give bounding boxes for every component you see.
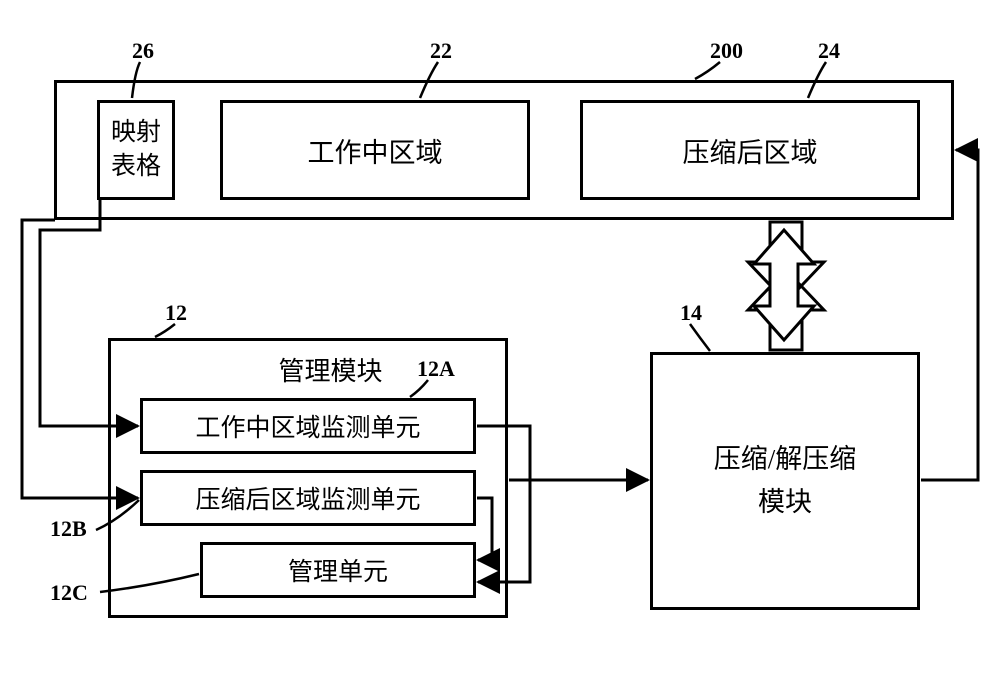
compressed-area-monitor-unit: 压缩后区域监测单元	[140, 470, 476, 526]
ref-14: 14	[680, 300, 702, 326]
ref-22: 22	[430, 38, 452, 64]
unit-c-label: 管理单元	[288, 552, 388, 588]
ref-24: 24	[818, 38, 840, 64]
ref-12: 12	[165, 300, 187, 326]
ref-12A: 12A	[417, 356, 455, 382]
ref-200: 200	[710, 38, 743, 64]
unit-a-label: 工作中区域监测单元	[195, 408, 420, 444]
cd-module-label: 压缩/解压缩 模块	[714, 438, 857, 524]
compress-decompress-module: 压缩/解压缩 模块	[650, 352, 920, 610]
ref-12B: 12B	[50, 516, 87, 542]
management-module-title: 管理模块	[233, 351, 382, 388]
compressed-area-box: 压缩后区域	[580, 100, 920, 200]
mapping-table-label: 映射 表格	[111, 116, 161, 184]
ref-26: 26	[132, 38, 154, 64]
working-area-label: 工作中区域	[308, 131, 443, 170]
compressed-area-label: 压缩后区域	[683, 131, 818, 170]
unit-b-label: 压缩后区域监测单元	[195, 480, 420, 516]
working-area-monitor-unit: 工作中区域监测单元	[140, 398, 476, 454]
mapping-table-box: 映射 表格	[97, 100, 175, 200]
working-area-box: 工作中区域	[220, 100, 530, 200]
ref-12C: 12C	[50, 580, 88, 606]
management-unit: 管理单元	[200, 542, 476, 598]
